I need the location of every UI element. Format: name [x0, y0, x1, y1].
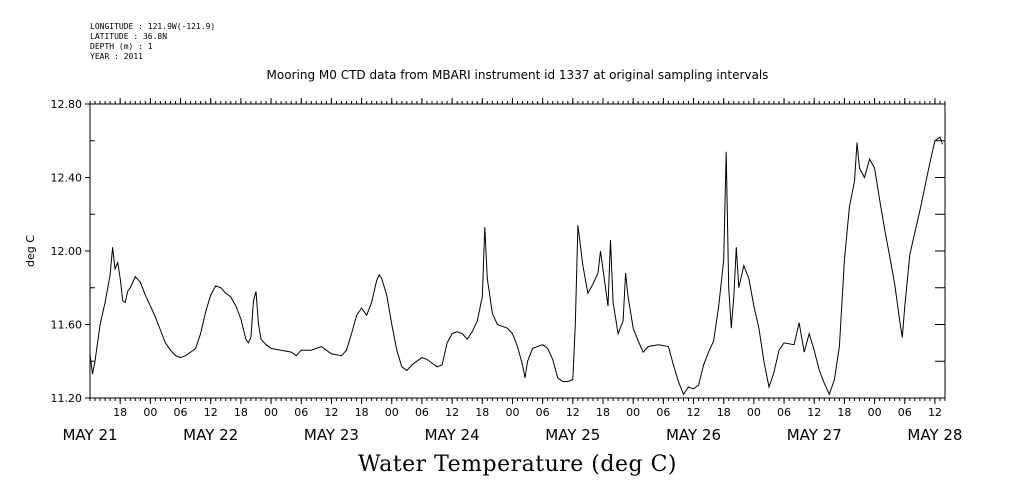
x-tick-label: 12 [204, 406, 218, 419]
x-tick-label: 18 [355, 406, 369, 419]
x-tick-label: 00 [264, 406, 278, 419]
x-tick-label: 18 [837, 406, 851, 419]
x-tick-label: 06 [174, 406, 188, 419]
x-tick-label: 00 [868, 406, 882, 419]
x-day-label: MAY 27 [787, 426, 842, 444]
x-axis-title: Water Temperature (deg C) [358, 452, 677, 477]
plot-frame [89, 103, 946, 399]
y-tick-label: 12.40 [51, 172, 83, 185]
x-tick-label: 18 [717, 406, 731, 419]
x-tick-label: 18 [234, 406, 248, 419]
x-day-label: MAY 28 [907, 426, 962, 444]
y-tick-label: 12.80 [51, 98, 83, 111]
y-tick-label: 11.60 [51, 319, 83, 332]
x-tick-label: 12 [928, 406, 942, 419]
x-tick-label: 06 [656, 406, 670, 419]
x-tick-label: 00 [143, 406, 157, 419]
x-day-label: MAY 22 [183, 426, 238, 444]
y-axis-label: deg C [24, 235, 37, 267]
x-tick-label: 06 [294, 406, 308, 419]
x-day-label: MAY 24 [425, 426, 480, 444]
x-tick-label: 12 [566, 406, 580, 419]
x-tick-label: 12 [807, 406, 821, 419]
x-tick-label: 00 [626, 406, 640, 419]
x-tick-label: 06 [536, 406, 550, 419]
x-tick-label: 00 [385, 406, 399, 419]
x-tick-label: 06 [777, 406, 791, 419]
x-day-label: MAY 23 [304, 426, 359, 444]
chart-title: Mooring M0 CTD data from MBARI instrumen… [266, 68, 769, 82]
x-day-label: MAY 25 [545, 426, 600, 444]
latitude-text: LATITUDE : 36.8N [90, 32, 168, 41]
y-tick-label: 12.00 [51, 245, 83, 258]
x-tick-label: 18 [475, 406, 489, 419]
year-text: YEAR : 2011 [90, 52, 143, 61]
x-tick-label: 00 [505, 406, 519, 419]
x-tick-label: 00 [747, 406, 761, 419]
y-axis: 11.20 11.60 12.00 12.40 12.80 [51, 98, 945, 405]
longitude-text: LONGITUDE : 121.9W(-121.9) [90, 22, 216, 31]
x-day-label: MAY 26 [666, 426, 721, 444]
y-tick-label: 11.20 [51, 392, 83, 405]
x-tick-label: 06 [415, 406, 429, 419]
x-tick-label: 12 [324, 406, 338, 419]
x-tick-label: 18 [113, 406, 127, 419]
x-tick-label: 18 [596, 406, 610, 419]
x-axis: 18 00 06 12 18 00 06 12 18 00 06 12 18 00 06 12 18 00 06 12… [62, 98, 962, 444]
x-tick-label: 12 [445, 406, 459, 419]
x-tick-label: 06 [898, 406, 912, 419]
depth-text: DEPTH (m) : 1 [90, 42, 153, 51]
x-day-label: MAY 21 [62, 426, 117, 444]
series-line [89, 136, 943, 396]
metadata-block: LONGITUDE : 121.9W(-121.9) LATITUDE : 36… [90, 22, 215, 62]
x-tick-label: 12 [687, 406, 701, 419]
